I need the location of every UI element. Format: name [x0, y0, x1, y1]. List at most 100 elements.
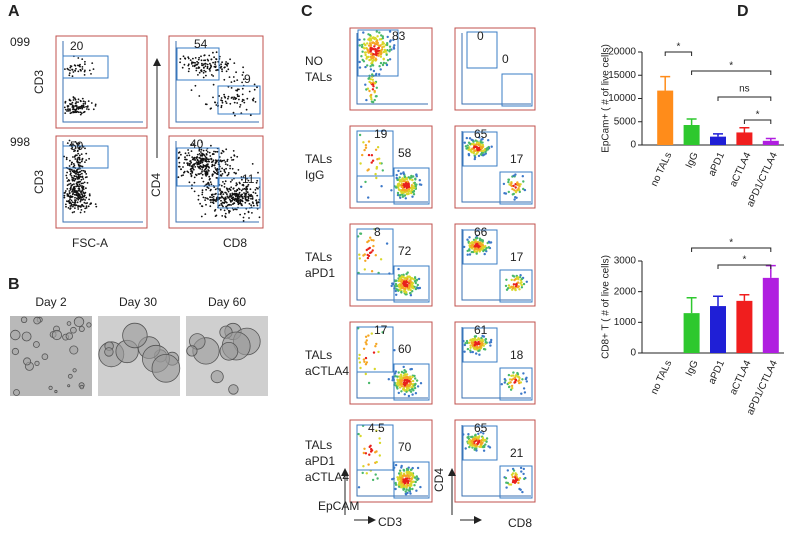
cell-dot: [481, 146, 483, 148]
cell-dot: [407, 484, 409, 486]
cell-dot: [76, 192, 78, 194]
cell-dot: [198, 95, 200, 97]
cell-dot: [76, 176, 78, 178]
cell-dot: [470, 150, 472, 152]
x-tick-label: no TALs: [649, 359, 674, 397]
cell-dot: [405, 490, 407, 492]
cell-dot: [69, 192, 71, 194]
gate-value: 17: [374, 323, 388, 337]
cell-dot: [72, 69, 74, 71]
cell-dot: [402, 274, 404, 276]
cell-dot: [215, 151, 217, 153]
cell-dot: [199, 203, 201, 205]
cell-dot: [408, 193, 410, 195]
cell-dot: [387, 59, 389, 61]
cell-dot: [210, 181, 212, 183]
panel-letter: D: [737, 3, 749, 20]
cell-dot: [73, 183, 75, 185]
cell-dot: [372, 239, 374, 241]
cell-dot: [213, 151, 215, 153]
cell-dot: [226, 102, 228, 104]
cell-dot: [228, 191, 230, 193]
cell-dot: [250, 198, 252, 200]
cell-dot: [508, 382, 510, 384]
cell-dot: [359, 367, 361, 369]
cell-dot: [403, 284, 405, 286]
cell-dot: [469, 143, 471, 145]
cell-dot: [211, 197, 213, 199]
cell-dot: [221, 68, 223, 70]
cell-dot: [513, 283, 515, 285]
cell-dot: [484, 151, 486, 153]
x-tick-label: aPD1: [707, 358, 728, 386]
cell-dot: [208, 170, 210, 172]
cell-dot: [67, 184, 69, 186]
cell-dot: [398, 481, 400, 483]
cell-dot: [74, 197, 76, 199]
cell-dot: [397, 170, 399, 172]
cell-dot: [79, 64, 81, 66]
cell-dot: [186, 155, 188, 157]
organoid: [68, 374, 72, 378]
organoid: [87, 323, 91, 327]
cell-dot: [212, 97, 214, 99]
cell-dot: [395, 186, 397, 188]
cell-dot: [215, 209, 217, 211]
cell-dot: [224, 210, 226, 212]
plot-frame: [350, 322, 432, 404]
cell-dot: [69, 72, 71, 74]
cell-dot: [514, 289, 516, 291]
cell-dot: [248, 200, 250, 202]
cell-dot: [366, 241, 368, 243]
cell-dot: [403, 290, 405, 292]
cell-dot: [247, 196, 249, 198]
cell-dot: [78, 98, 80, 100]
cell-dot: [409, 492, 411, 494]
cell-dot: [88, 205, 90, 207]
cell-dot: [415, 174, 417, 176]
cell-dot: [69, 110, 71, 112]
cell-dot: [72, 206, 74, 208]
cell-dot: [223, 198, 225, 200]
cell-dot: [66, 172, 68, 174]
cell-dot: [198, 160, 200, 162]
cell-dot: [476, 142, 478, 144]
cell-dot: [372, 85, 374, 87]
cell-dot: [210, 201, 212, 203]
cell-dot: [198, 59, 200, 61]
cell-dot: [84, 148, 86, 150]
cell-dot: [215, 61, 217, 63]
cell-dot: [466, 239, 468, 241]
cell-dot: [373, 42, 375, 44]
panel-letter: B: [8, 276, 20, 293]
cell-dot: [405, 370, 407, 372]
cell-dot: [81, 170, 83, 172]
cell-dot: [224, 198, 226, 200]
cell-dot: [368, 382, 370, 384]
cell-dot: [205, 71, 207, 73]
cell-dot: [76, 105, 78, 107]
cell-dot: [359, 361, 361, 363]
axis-label: CD4: [149, 173, 163, 197]
cell-dot: [378, 437, 380, 439]
cell-dot: [201, 167, 203, 169]
cell-dot: [231, 97, 233, 99]
cell-dot: [370, 78, 372, 80]
cell-dot: [511, 474, 513, 476]
cell-dot: [400, 291, 402, 293]
cell-dot: [475, 352, 477, 354]
cell-dot: [472, 242, 474, 244]
cell-dot: [415, 392, 417, 394]
cell-dot: [86, 202, 88, 204]
cell-dot: [84, 182, 86, 184]
gate-value: 50: [70, 139, 84, 153]
cell-dot: [476, 437, 478, 439]
cell-dot: [221, 105, 223, 107]
cell-dot: [410, 294, 412, 296]
cell-dot: [376, 461, 378, 463]
cell-dot: [393, 46, 395, 48]
cell-dot: [256, 180, 258, 182]
cell-dot: [228, 172, 230, 174]
cell-dot: [388, 50, 390, 52]
cell-dot: [366, 42, 368, 44]
